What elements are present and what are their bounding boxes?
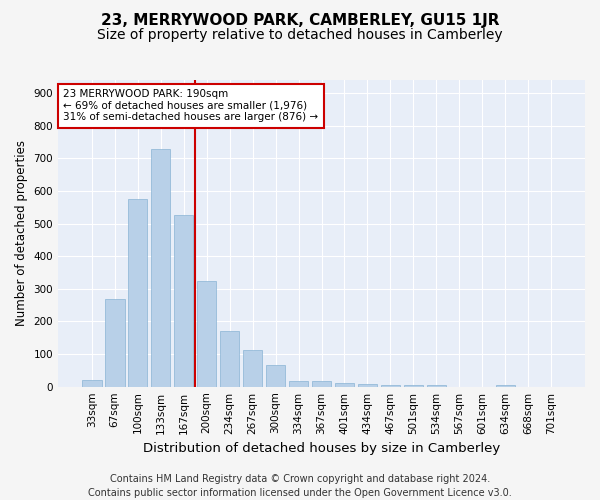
Bar [243,350,262,387]
Bar [174,216,193,386]
Y-axis label: Number of detached properties: Number of detached properties [15,140,28,326]
Bar [358,384,377,386]
Bar [380,384,400,386]
Text: Size of property relative to detached houses in Camberley: Size of property relative to detached ho… [97,28,503,42]
Bar [197,280,217,386]
Bar [151,148,170,386]
Bar [128,199,148,386]
Text: 23, MERRYWOOD PARK, CAMBERLEY, GU15 1JR: 23, MERRYWOOD PARK, CAMBERLEY, GU15 1JR [101,12,499,28]
Bar [312,381,331,386]
Text: 23 MERRYWOOD PARK: 190sqm
← 69% of detached houses are smaller (1,976)
31% of se: 23 MERRYWOOD PARK: 190sqm ← 69% of detac… [64,89,319,122]
Bar [496,385,515,386]
Bar [289,381,308,386]
Bar [220,331,239,386]
Text: Contains HM Land Registry data © Crown copyright and database right 2024.
Contai: Contains HM Land Registry data © Crown c… [88,474,512,498]
Bar [82,380,101,386]
Bar [427,385,446,386]
Bar [335,384,354,386]
Bar [404,385,423,386]
Bar [266,365,286,386]
Bar [105,298,125,386]
X-axis label: Distribution of detached houses by size in Camberley: Distribution of detached houses by size … [143,442,500,455]
